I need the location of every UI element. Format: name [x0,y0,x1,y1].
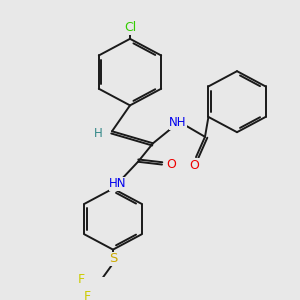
Text: F: F [83,290,91,300]
Text: S: S [109,252,117,265]
Text: H: H [94,127,102,140]
Text: O: O [166,158,176,171]
Text: F: F [77,273,85,286]
Text: O: O [189,159,199,172]
Text: Cl: Cl [124,21,136,34]
Text: HN: HN [109,178,127,190]
Text: NH: NH [169,116,187,129]
